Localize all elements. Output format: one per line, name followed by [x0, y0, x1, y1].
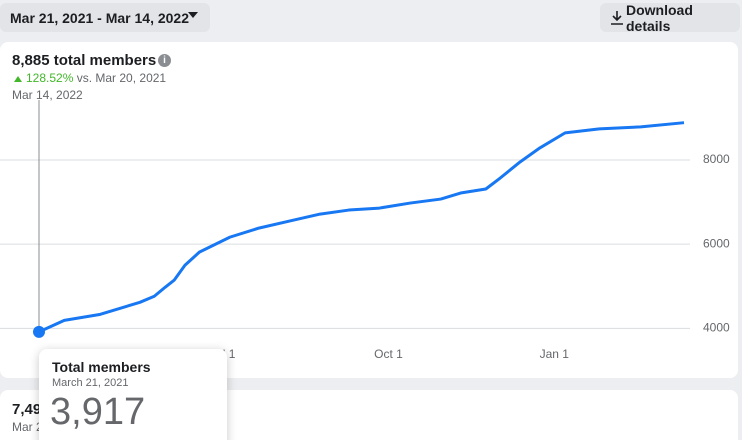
dropdown-arrow — [188, 12, 198, 18]
hover-point — [33, 325, 45, 338]
y-tick-label: 6000 — [703, 236, 730, 250]
change-row: 128.52% vs. Mar 20, 2021 — [14, 71, 166, 85]
tooltip-value: 3,917 — [50, 391, 146, 433]
tooltip-date: March 21, 2021 — [52, 377, 129, 389]
x-tick-label: Jan 1 — [540, 347, 570, 361]
second-date: Mar 2 — [12, 420, 43, 434]
y-tick-label: 8000 — [703, 152, 730, 166]
date-range-picker[interactable]: Mar 21, 2021 - Mar 14, 2022 — [0, 3, 210, 32]
download-label: Download details — [626, 1, 693, 34]
info-icon[interactable]: i — [158, 54, 171, 67]
x-tick-label: Oct 1 — [374, 347, 403, 361]
download-icon — [611, 11, 623, 25]
line — [38, 121, 685, 334]
y-tick-label: 4000 — [703, 321, 730, 335]
tooltip-title: Total members — [52, 359, 151, 375]
date-range: Mar 21, 2021 - Mar 14, 2022 — [10, 9, 190, 26]
change-note: vs. Mar 20, 2021 — [76, 71, 167, 85]
up-arrow — [14, 76, 22, 82]
tooltip: Total members March 21, 2021 3,917 — [39, 349, 227, 440]
chart-title: 8,885 total members — [12, 52, 157, 69]
change: 128.52% — [26, 71, 74, 85]
download-button[interactable]: Download details — [600, 1, 740, 34]
second-value: 7,49 — [12, 401, 42, 418]
hover-date: Mar 14, 2022 — [12, 88, 83, 102]
